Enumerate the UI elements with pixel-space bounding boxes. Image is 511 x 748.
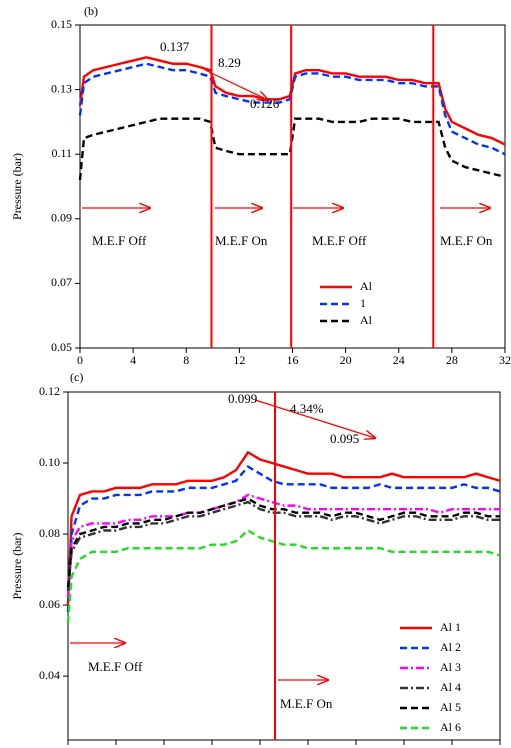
y-axis-label: Pressure (bar) <box>10 153 24 220</box>
x-tick-label: 0 <box>77 353 83 367</box>
plot-frame <box>79 24 506 349</box>
annotation: M.E.F On <box>280 696 333 711</box>
annotation: 0.126 <box>250 96 280 111</box>
legend-label: Al 6 <box>440 720 461 734</box>
y-tick-label: 0.06 <box>39 597 60 611</box>
y-tick-label: 0.15 <box>51 17 72 31</box>
annotation-arrow <box>254 399 375 438</box>
x-tick-label: 28 <box>446 353 458 367</box>
y-tick-label: 0.08 <box>39 526 60 540</box>
y-axis-label: Pressure (bar) <box>10 533 24 600</box>
x-tick-label: 12 <box>233 353 245 367</box>
data-line <box>66 529 501 623</box>
annotation: 0.099 <box>228 391 257 406</box>
x-tick-label: 16 <box>287 353 299 367</box>
legend-label: Al 1 <box>440 620 461 634</box>
x-tick-label: 32 <box>499 353 511 367</box>
data-line <box>66 450 501 606</box>
annotation: M.E.F On <box>215 233 268 248</box>
annotation: 0.137 <box>160 39 190 54</box>
plot-frame <box>67 391 501 741</box>
panel-label: (b) <box>84 4 98 18</box>
legend-label: 1 <box>360 296 366 310</box>
y-tick-label: 0.09 <box>51 211 72 225</box>
panel-label: (c) <box>70 370 83 384</box>
x-tick-label: 20 <box>340 353 352 367</box>
y-tick-label: 0.10 <box>39 455 60 469</box>
annotation-arrow <box>204 69 268 100</box>
data-line <box>78 62 506 156</box>
y-tick-label: 0.07 <box>51 275 72 289</box>
y-tick-label: 0.05 <box>51 340 72 354</box>
legend-label: Al 5 <box>440 700 461 714</box>
data-line <box>78 56 506 146</box>
annotation: M.E.F Off <box>92 233 147 248</box>
annotation: M.E.F On <box>440 233 493 248</box>
annotation: 4.34% <box>290 401 324 416</box>
y-tick-label: 0.04 <box>39 668 60 682</box>
annotation: M.E.F Off <box>312 233 367 248</box>
legend-label: Al 2 <box>440 640 461 654</box>
y-tick-label: 0.11 <box>51 146 72 160</box>
annotation: 0.095 <box>330 431 359 446</box>
y-tick-label: 0.12 <box>39 384 60 398</box>
legend-label: Al <box>360 279 373 293</box>
annotation: 8.29 <box>218 55 241 70</box>
y-tick-label: 0.13 <box>51 81 72 95</box>
legend-label: Al 3 <box>440 660 461 674</box>
legend-label: Al <box>360 313 373 327</box>
data-line <box>66 493 500 599</box>
annotation: M.E.F Off <box>88 659 143 674</box>
data-line <box>78 117 506 181</box>
x-tick-label: 24 <box>393 353 405 367</box>
x-tick-label: 4 <box>130 353 136 367</box>
data-line <box>66 500 500 591</box>
data-line <box>66 465 501 613</box>
x-tick-label: 8 <box>183 353 189 367</box>
data-line <box>66 497 500 588</box>
legend-label: Al 4 <box>440 680 461 694</box>
